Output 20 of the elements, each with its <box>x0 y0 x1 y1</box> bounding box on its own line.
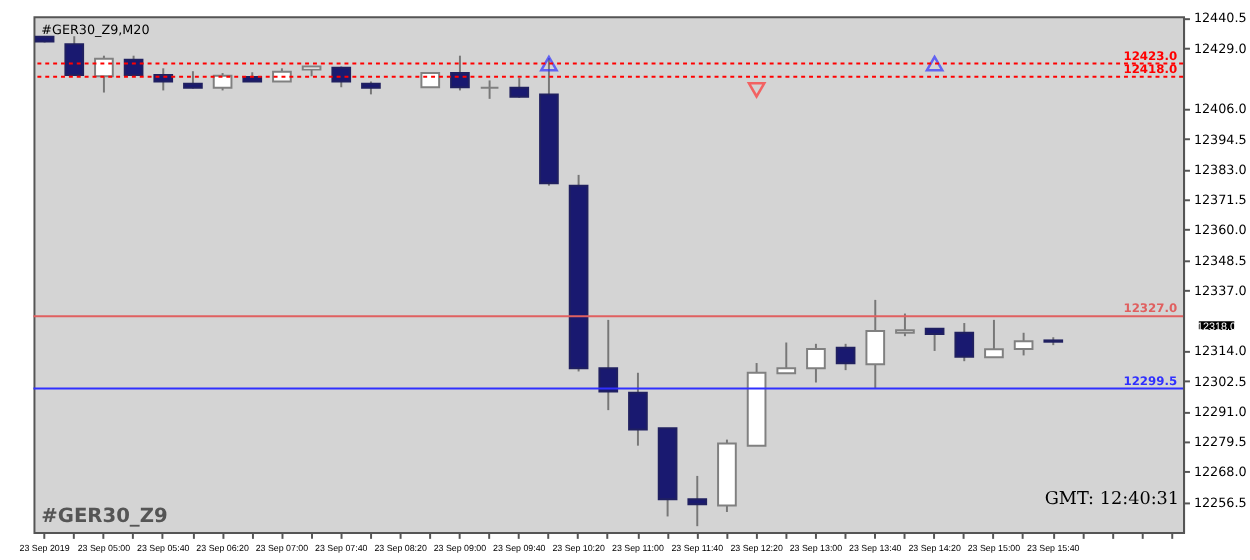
annotation: #GER30_Z9 <box>41 506 168 529</box>
candlestick <box>806 342 826 384</box>
candlestick <box>776 341 797 375</box>
candlestick <box>628 371 648 447</box>
candlestick <box>1013 331 1034 357</box>
candlestick <box>984 318 1004 359</box>
candlestick <box>895 312 915 338</box>
candlestick <box>94 54 114 94</box>
candlestick <box>835 342 856 372</box>
annotation: GMT: 12:40:31 <box>1044 490 1180 511</box>
candlestick <box>687 474 708 528</box>
candlestick <box>509 77 530 99</box>
candlestick <box>331 65 352 89</box>
candlestick <box>479 79 500 100</box>
candlestick <box>865 298 886 390</box>
candlestick <box>598 318 619 412</box>
candlestick <box>924 327 945 352</box>
candlestick <box>954 322 975 363</box>
candlestick <box>450 54 470 92</box>
candlestick <box>64 35 85 77</box>
